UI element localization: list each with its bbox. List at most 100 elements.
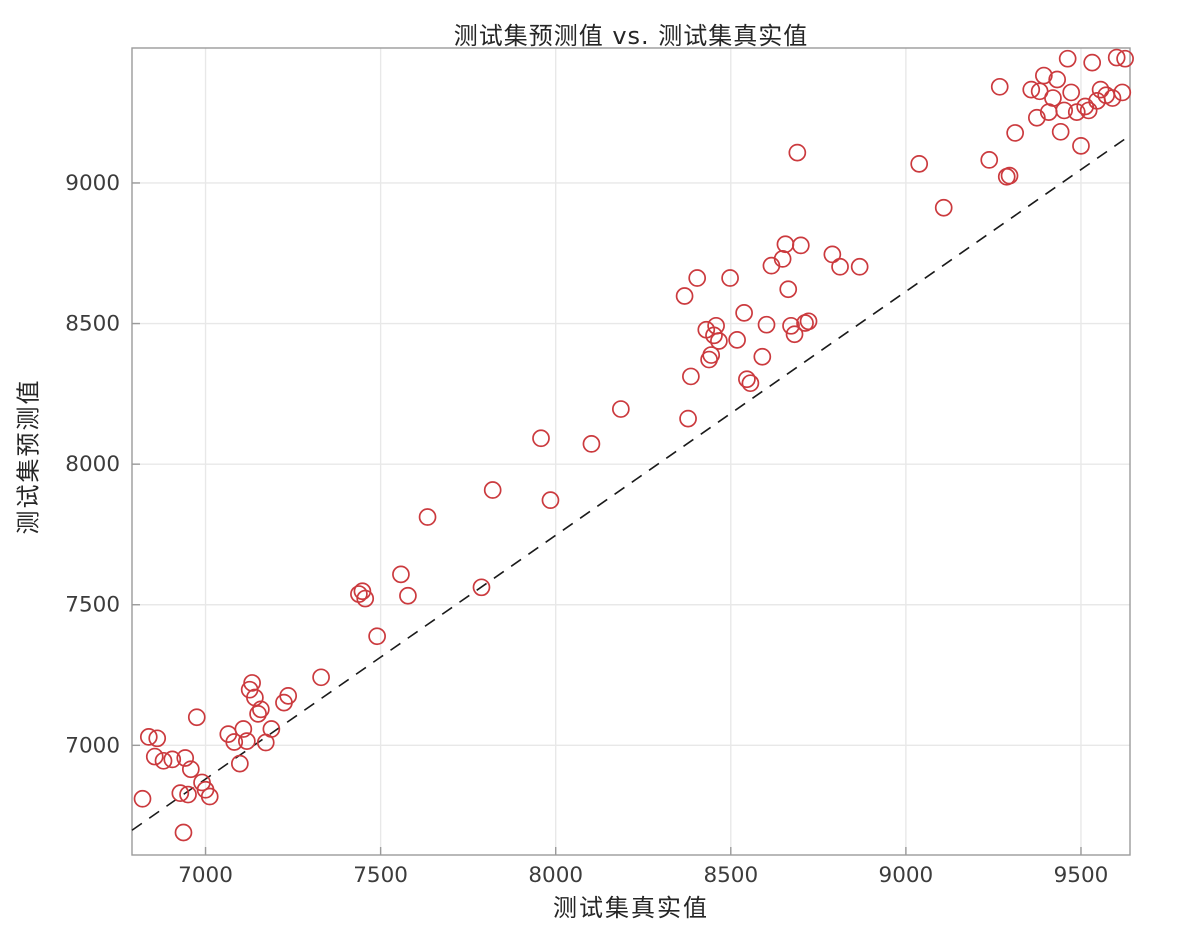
data-point-marker [1035, 66, 1053, 85]
data-point-marker [990, 77, 1009, 96]
data-point-marker [705, 326, 723, 345]
data-point-marker [1091, 80, 1110, 99]
data-point-marker [679, 409, 697, 428]
data-point-marker [1079, 101, 1098, 120]
x-tick-label: 9500 [1054, 863, 1109, 888]
y-tick-label: 7000 [65, 733, 120, 758]
data-point-marker [139, 728, 158, 746]
data-point-marker [1116, 49, 1134, 68]
data-point-marker [1006, 124, 1024, 142]
data-point-marker [483, 481, 502, 499]
data-point-marker [1055, 101, 1074, 120]
data-point-marker [392, 565, 410, 584]
data-point-marker [246, 688, 264, 707]
data-point-marker [788, 143, 807, 162]
data-point-marker [312, 668, 330, 687]
data-point-marker [353, 582, 372, 601]
data-point-marker [1022, 80, 1041, 99]
chart-title: 测试集预测值 vs. 测试集真实值 [453, 22, 809, 50]
data-point-marker [1000, 166, 1019, 185]
data-point-marker [174, 823, 193, 842]
y-tick-label: 9000 [65, 171, 120, 196]
data-point-marker [1072, 137, 1090, 155]
data-point-marker [1113, 83, 1132, 102]
data-point-marker [1076, 97, 1095, 116]
data-point-marker [582, 435, 601, 453]
y-tick-label: 8500 [65, 312, 120, 337]
data-point-marker [231, 754, 249, 773]
data-point-marker [779, 280, 798, 299]
data-point-marker [1028, 108, 1046, 127]
data-point-marker [799, 312, 818, 331]
data-point-marker [980, 151, 999, 169]
data-point-marker [1058, 49, 1077, 68]
y-tick-label: 7500 [65, 593, 120, 618]
x-tick-label: 8000 [528, 863, 583, 888]
data-point-marker [910, 154, 929, 173]
data-point-marker [154, 751, 173, 770]
x-tick-label: 9000 [879, 863, 934, 888]
reference-dashed-line [131, 134, 1131, 831]
data-point-marker [1048, 70, 1067, 89]
data-point-marker [785, 325, 804, 344]
data-point-marker [368, 627, 386, 646]
data-point-marker [741, 374, 760, 393]
data-point-marker [249, 704, 267, 723]
data-point-marker [145, 747, 164, 766]
data-point-marker [1107, 48, 1126, 67]
data-point-marker [399, 586, 417, 605]
data-point-marker [279, 686, 298, 705]
data-point-marker [1062, 83, 1081, 102]
data-point-marker [707, 316, 725, 335]
data-point-marker [1103, 89, 1122, 107]
data-point-marker [225, 733, 244, 751]
data-point-marker [234, 720, 253, 738]
data-point-marker [238, 732, 256, 750]
data-point-marker [356, 589, 375, 608]
data-point-marker [702, 346, 721, 364]
data-point-marker [791, 236, 810, 255]
data-point-marker [252, 700, 270, 719]
data-point-marker [757, 315, 776, 334]
data-point-marker [532, 429, 550, 448]
data-point-marker [262, 720, 281, 738]
data-point-marker [675, 287, 694, 305]
data-point-marker [721, 269, 739, 287]
data-point-marker [850, 257, 869, 276]
x-tick-label: 7500 [353, 863, 408, 888]
data-point-marker [187, 708, 206, 727]
data-point-marker [1044, 89, 1062, 107]
data-point-marker [541, 491, 560, 509]
y-tick-label: 8000 [65, 452, 120, 477]
data-point-marker [831, 257, 849, 276]
data-point-marker [171, 784, 190, 802]
data-point-marker [200, 787, 219, 806]
data-point-marker [163, 750, 182, 769]
data-point-marker [934, 198, 953, 217]
data-point-marker [472, 578, 491, 597]
data-point-marker [611, 400, 630, 418]
data-point-marker [735, 304, 753, 322]
data-point-marker [176, 749, 195, 767]
data-point-marker [782, 316, 800, 335]
data-point-marker [738, 370, 756, 389]
data-point-marker [823, 245, 842, 264]
data-point-marker [179, 785, 197, 804]
data-point-marker [728, 331, 746, 349]
data-point-marker [682, 367, 700, 386]
data-point-marker [710, 332, 728, 350]
data-point-marker [133, 789, 152, 808]
x-axis-label: 测试集真实值 [553, 894, 709, 922]
data-point-marker [1051, 122, 1070, 141]
data-point-marker [688, 269, 707, 287]
x-tick-label: 8500 [703, 863, 758, 888]
data-point-marker [753, 347, 772, 366]
data-point-marker [181, 760, 200, 779]
data-point-marker [1083, 53, 1102, 72]
axes-box [131, 47, 1131, 856]
data-point-marker [418, 508, 437, 526]
data-point-marker [148, 729, 167, 748]
x-tick-label: 7000 [178, 863, 233, 888]
